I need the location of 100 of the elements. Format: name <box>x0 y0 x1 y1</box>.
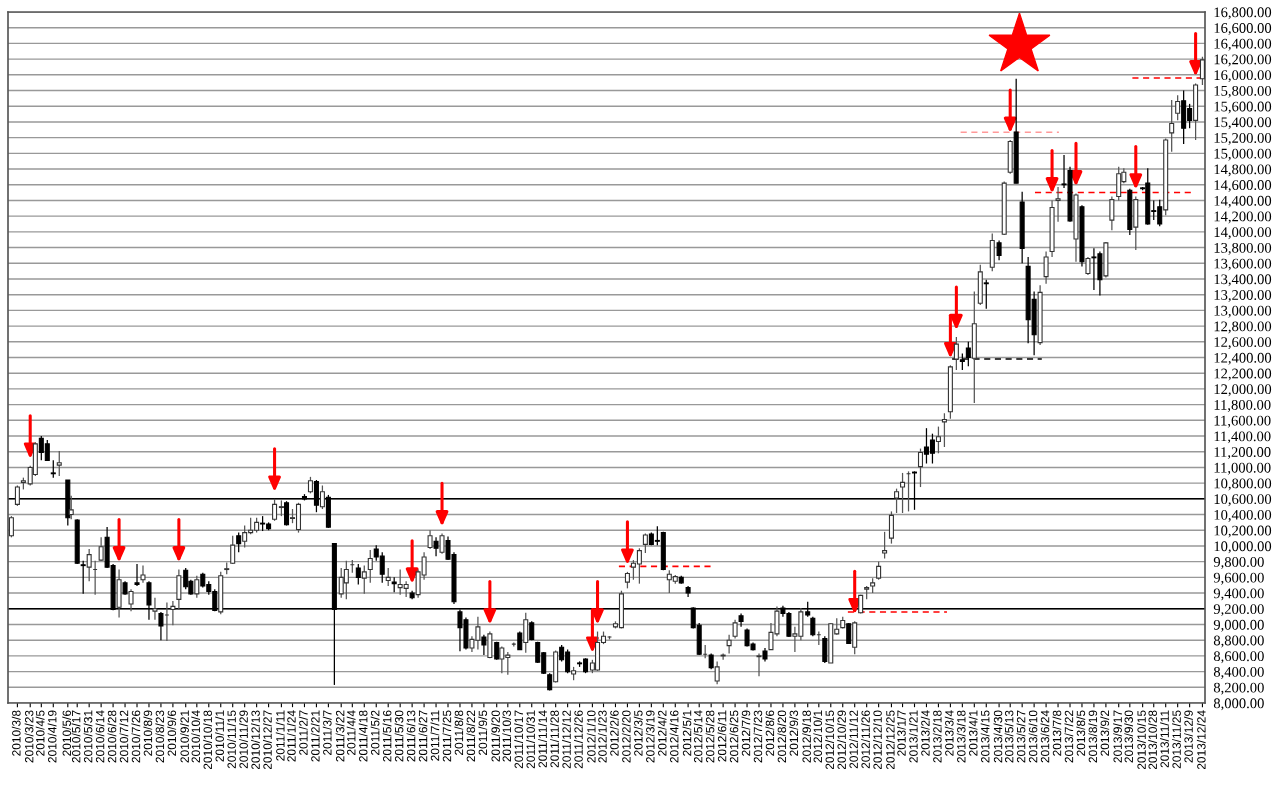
x-tick-label: 2010/10/18 <box>203 710 212 770</box>
x-tick-label: 2011/11/28 <box>550 710 559 768</box>
x-tick-label: 2011/1/11 <box>275 710 285 761</box>
candlestick <box>1085 256 1091 276</box>
y-tick-label: 10,800.00 <box>1214 478 1272 491</box>
x-tick-label: 2013/6/10 <box>1028 710 1038 763</box>
x-tick-label: 2011/10/31 <box>526 710 535 769</box>
x-tick-label: 2010/9/21 <box>180 710 189 763</box>
x-tick-label: 2011/3/22 <box>335 710 345 762</box>
x-tick-label: 2012/4/2 <box>657 710 667 756</box>
candlestick <box>427 529 433 550</box>
candlestick <box>194 575 200 599</box>
x-tick-label: 2013/9/17 <box>1113 710 1122 763</box>
x-tick-label: 2010/9/6 <box>167 710 177 756</box>
y-tick-label: 8,000.00 <box>1213 698 1264 711</box>
x-tick-label: 2011/6/27 <box>418 710 428 762</box>
x-tick-label: 2010/7/26 <box>131 710 141 763</box>
candlestick <box>917 447 924 488</box>
x-tick-label: 2012/5/1 <box>682 710 692 756</box>
y-tick-label: 8,200.00 <box>1213 682 1264 695</box>
candlestick <box>1043 250 1049 285</box>
y-tick-label: 8,600.00 <box>1213 651 1264 664</box>
x-tick-label: 2011/5/16 <box>382 710 392 762</box>
candlestick <box>1055 186 1061 223</box>
candlestick <box>158 611 164 641</box>
y-tick-label: 12,600.00 <box>1214 337 1272 350</box>
candlestick <box>355 563 361 586</box>
y-tick-label: 11,000.00 <box>1214 462 1271 475</box>
candlestick <box>134 563 140 587</box>
candlestick <box>361 564 367 595</box>
candlestick <box>1175 94 1181 121</box>
y-tick-label: 9,800.00 <box>1213 557 1264 569</box>
x-tick-label: 2011/2/21 <box>310 710 320 762</box>
x-tick-label: 2010/5/31 <box>83 710 93 763</box>
x-tick-label: 2011/12/12 <box>562 710 571 769</box>
candlestick <box>882 531 888 560</box>
y-tick-label: 15,000.00 <box>1214 148 1272 161</box>
candlestick <box>876 561 882 581</box>
x-tick-label: 2011/8/22 <box>466 710 476 762</box>
x-tick-label: 2013/1/7 <box>896 710 906 756</box>
x-tick-label: 2010/4/5 <box>35 710 45 756</box>
x-tick-label: 2012/12/25 <box>885 710 895 770</box>
y-tick-label: 11,600.00 <box>1214 415 1271 428</box>
x-tick-label: 2010/11/29 <box>239 710 248 769</box>
x-tick-label: 2011/10/3 <box>502 710 512 762</box>
candlestick <box>1169 99 1175 153</box>
candlestick <box>343 560 349 600</box>
y-tick-label: 16,400.00 <box>1214 38 1272 51</box>
x-tick-label: 2012/7/9 <box>741 710 751 756</box>
x-tick-label: 2010/11/1 <box>215 710 224 762</box>
y-tick-label: 15,400.00 <box>1214 117 1272 130</box>
x-tick-label: 2011/8/8 <box>454 710 464 755</box>
x-tick-label: 2012/11/26 <box>861 710 870 769</box>
y-tick-label: 8,400.00 <box>1213 666 1264 679</box>
y-tick-label: 14,800.00 <box>1214 164 1272 177</box>
x-tick-label: 2013/5/27 <box>1016 710 1026 763</box>
x-tick-label: 2012/1/10 <box>586 710 596 763</box>
x-tick-label: 2012/10/29 <box>837 710 846 770</box>
y-tick-label: 9,600.00 <box>1213 572 1264 585</box>
y-tick-label: 15,800.00 <box>1214 85 1272 98</box>
x-tick-label: 2011/6/13 <box>406 710 416 762</box>
x-tick-label: 2010/8/9 <box>143 710 153 756</box>
candlestick <box>726 634 732 655</box>
x-tick-label: 2010/3/8 <box>11 710 21 756</box>
y-tick-label: 14,200.00 <box>1214 211 1272 224</box>
x-tick-label: 2013/8/19 <box>1088 710 1098 763</box>
candlestick <box>128 588 134 612</box>
x-tick-label: 2010/8/23 <box>155 710 165 763</box>
y-tick-label: 16,000.00 <box>1214 70 1272 83</box>
x-tick-label: 2011/9/20 <box>491 710 500 762</box>
x-tick-label: 2010/3/23 <box>24 710 34 763</box>
x-tick-label: 2012/2/20 <box>621 710 631 763</box>
candlestick <box>385 567 391 587</box>
x-tick-label: 2012/1/23 <box>597 710 607 763</box>
x-tick-label: 2010/4/19 <box>47 710 57 763</box>
x-tick-label: 2010/7/12 <box>119 710 129 763</box>
x-tick-label: 2012/12/10 <box>873 710 882 770</box>
candlestick <box>152 597 158 621</box>
y-tick-label: 10,400.00 <box>1214 509 1272 522</box>
y-tick-label: 14,400.00 <box>1214 195 1272 208</box>
y-tick-label: 9,400.00 <box>1213 588 1264 601</box>
x-tick-label: 2011/4/4 <box>346 710 356 755</box>
y-tick-label: 12,800.00 <box>1214 321 1272 334</box>
x-tick-label: 2012/5/14 <box>693 710 703 763</box>
x-tick-label: 2013/4/1 <box>968 710 978 756</box>
candlestick <box>319 484 325 510</box>
candlestick <box>176 568 182 611</box>
candlestick <box>983 279 989 310</box>
x-tick-label: 2012/8/6 <box>765 710 775 756</box>
x-tick-label: 2012/9/3 <box>789 710 799 756</box>
x-tick-label: 2013/7/22 <box>1064 710 1074 763</box>
x-tick-label: 2010/10/4 <box>191 710 201 763</box>
candlestick <box>272 498 278 522</box>
y-tick-label: 13,600.00 <box>1214 258 1272 271</box>
candlestick <box>98 536 104 562</box>
x-tick-label: 2013/7/8 <box>1052 710 1062 756</box>
x-tick-label: 2011/11/14 <box>538 710 547 768</box>
x-tick-label: 2013/4/30 <box>993 710 1003 763</box>
y-tick-label: 13,400.00 <box>1214 274 1272 287</box>
candlestick <box>888 510 894 545</box>
